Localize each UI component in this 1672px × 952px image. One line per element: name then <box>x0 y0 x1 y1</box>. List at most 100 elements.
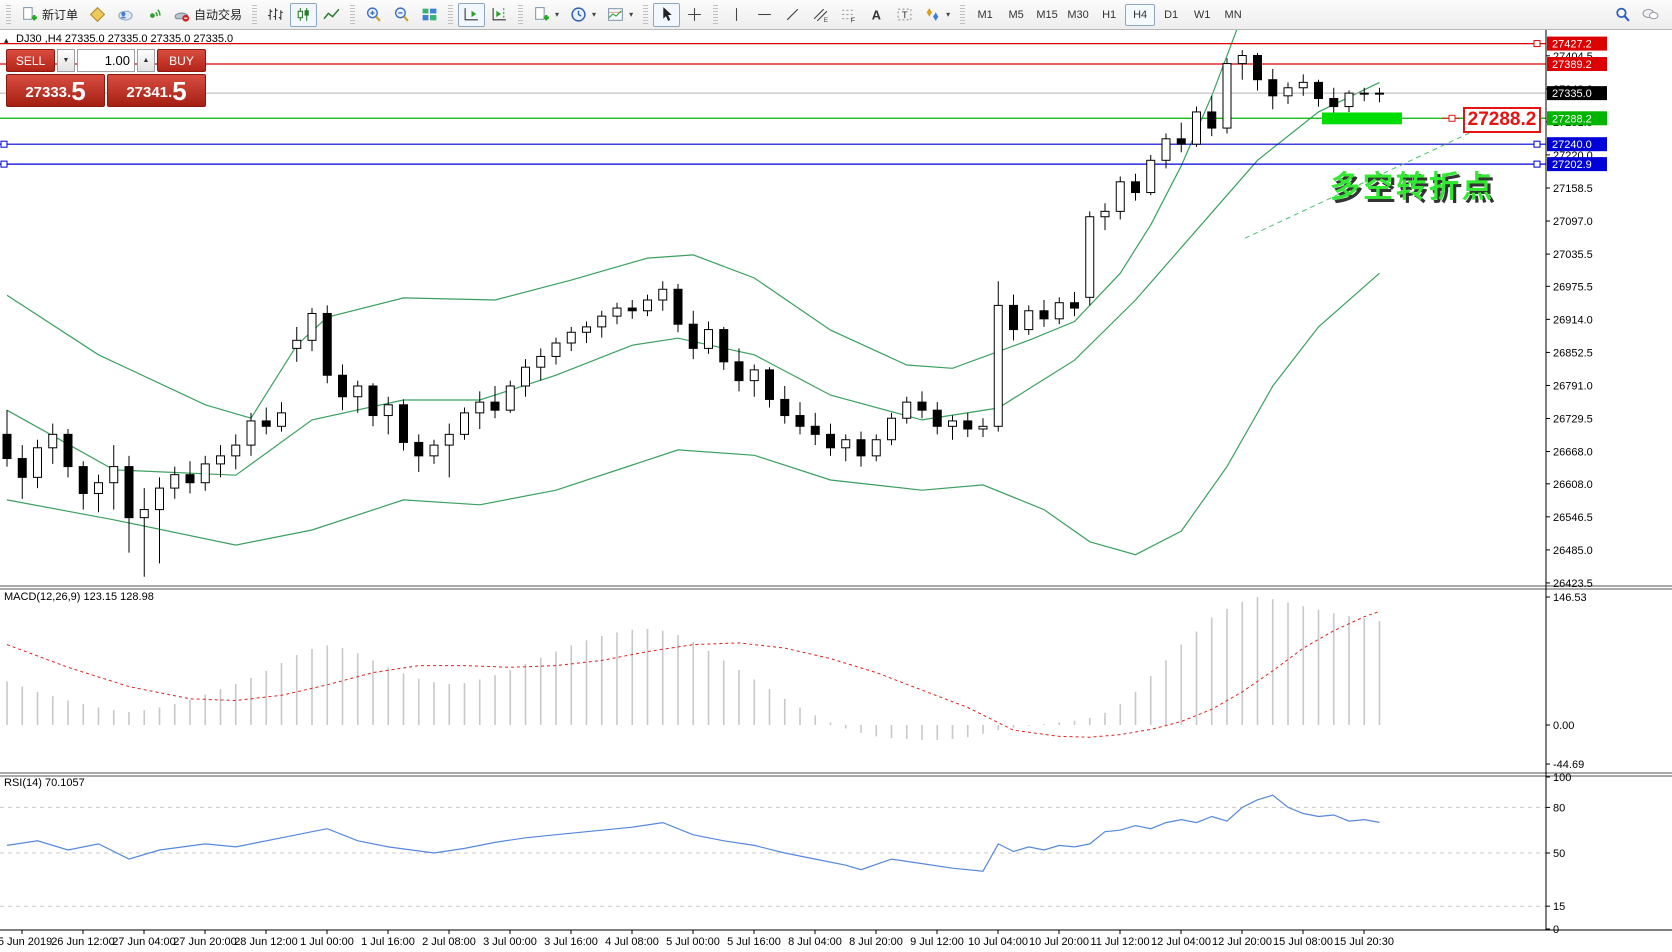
horizontal-line-27240[interactable] <box>0 140 1546 148</box>
timeframe-mn-button[interactable]: MN <box>1218 4 1248 26</box>
cursor-tool-button[interactable] <box>653 2 681 27</box>
rsi-indicator-label: RSI(14) 70.1057 <box>4 777 85 789</box>
timeframe-h4-button[interactable]: H4 <box>1125 3 1156 26</box>
price-scale[interactable]: 27404.527343.027281.527220.027158.527097… <box>0 30 1672 931</box>
price-callout-label[interactable]: 27288.2 <box>1463 107 1541 133</box>
label-tool-button[interactable]: T <box>891 3 918 27</box>
timeframe-h1-button[interactable]: H1 <box>1094 4 1124 26</box>
candlestick <box>63 428 73 478</box>
horizontal-line-27427.2[interactable] <box>0 40 1546 48</box>
volume-input[interactable] <box>77 49 135 72</box>
signals-button[interactable] <box>140 3 167 27</box>
candlestick <box>1100 203 1110 231</box>
search-icon <box>1614 6 1631 23</box>
candlestick <box>993 281 1003 432</box>
timeframe-d1-button[interactable]: D1 <box>1156 4 1186 26</box>
channel-tool-button[interactable]: E <box>807 3 834 27</box>
horizontal-line-27202.9[interactable] <box>0 160 1546 168</box>
svg-text:28 Jun 12:00: 28 Jun 12:00 <box>234 936 298 948</box>
svg-text:26423.5: 26423.5 <box>1553 578 1593 590</box>
templates-button[interactable]: ▾ <box>602 3 638 27</box>
search-button[interactable] <box>1609 3 1636 27</box>
vertical-line-tool-button[interactable] <box>723 3 750 27</box>
callout-anchor-marker[interactable] <box>1448 114 1456 122</box>
candlestick <box>978 418 988 438</box>
toolbar-drag-handle[interactable] <box>448 4 454 25</box>
market-watch-button[interactable] <box>84 3 111 27</box>
text-tool-button[interactable]: A <box>863 3 890 27</box>
candlestick <box>627 300 637 319</box>
turning-point-annotation[interactable]: 多空转折点 <box>1330 171 1495 204</box>
cloud-user-icon <box>117 6 134 23</box>
toolbar-drag-handle[interactable] <box>960 4 966 25</box>
svg-text:9 Jul 12:00: 9 Jul 12:00 <box>910 936 964 948</box>
auto-scroll-button[interactable] <box>458 2 486 27</box>
chart-shift-icon <box>491 6 508 23</box>
volume-increase-button[interactable]: ▲ <box>137 49 155 72</box>
chat-bubbles-icon <box>1642 6 1659 23</box>
buy-price-panel[interactable]: 27341. 5 <box>107 74 206 107</box>
green-zone-rect[interactable] <box>1322 112 1402 125</box>
svg-text:100: 100 <box>1553 772 1571 784</box>
trendline-tool-button[interactable] <box>779 3 806 27</box>
svg-text:1 Jul 16:00: 1 Jul 16:00 <box>361 936 415 948</box>
candlestick <box>216 445 225 478</box>
toolbar-drag-handle[interactable] <box>252 4 258 25</box>
zoom-out-button[interactable] <box>388 3 415 27</box>
new-chart-button[interactable]: ▾ <box>528 3 564 27</box>
chart-title: DJ30 ,H4 27335.0 27335.0 27335.0 27335.0 <box>16 33 234 45</box>
toolbar-drag-handle[interactable] <box>713 4 719 25</box>
fibonacci-tool-button[interactable]: F <box>835 3 862 27</box>
new-chart-icon <box>533 6 550 23</box>
toolbar-drag-handle[interactable] <box>350 4 356 25</box>
svg-text:26485.0: 26485.0 <box>1553 545 1593 557</box>
horizontal-line-objects[interactable] <box>0 40 1546 239</box>
tile-windows-button[interactable] <box>416 3 443 27</box>
svg-text:27240.0: 27240.0 <box>1552 139 1592 151</box>
volume-decrease-button[interactable]: ▼ <box>57 49 75 72</box>
one-click-collapse-icon[interactable]: ▴ <box>4 35 9 45</box>
svg-text:E: E <box>824 17 828 23</box>
chart-shift-button[interactable] <box>486 3 513 27</box>
toolbar-drag-handle[interactable] <box>518 4 524 25</box>
svg-text:12 Jul 20:00: 12 Jul 20:00 <box>1212 936 1272 948</box>
toolbar-drag-handle[interactable] <box>643 4 649 25</box>
candlestick <box>917 391 927 419</box>
line-chart-mode-button[interactable] <box>318 3 345 27</box>
auto-trading-button[interactable]: 自动交易 <box>168 3 247 27</box>
candlestick <box>673 283 683 333</box>
toolbar-drag-handle[interactable] <box>6 4 11 25</box>
chevron-down-icon: ▾ <box>629 10 634 19</box>
price-label-27389.2: 27389.2 <box>1547 57 1607 72</box>
dashed-trendline[interactable] <box>1244 127 1481 239</box>
sell-button[interactable]: SELL <box>6 49 55 72</box>
candlestick <box>307 308 317 352</box>
buy-button[interactable]: BUY <box>157 49 206 72</box>
timeframe-m15-button[interactable]: M15 <box>1032 4 1062 26</box>
zoom-in-button[interactable] <box>360 3 387 27</box>
timeframe-m1-button[interactable]: M1 <box>970 4 1000 26</box>
candlestick <box>841 434 851 462</box>
crosshair-tool-button[interactable] <box>681 3 708 27</box>
candlestick <box>719 326 729 370</box>
timeframe-m5-button[interactable]: M5 <box>1001 4 1031 26</box>
svg-text:10 Jul 04:00: 10 Jul 04:00 <box>968 936 1028 948</box>
new-order-button[interactable]: 新订单 <box>16 3 83 27</box>
candlestick-mode-button[interactable] <box>290 2 318 27</box>
community-button[interactable] <box>112 3 139 27</box>
candlestick <box>1207 95 1217 137</box>
horizontal-line-tool-button[interactable] <box>751 3 778 27</box>
bollinger-lower-band <box>6 272 1380 556</box>
timeframe-m30-button[interactable]: M30 <box>1063 4 1093 26</box>
candlestick <box>643 294 652 317</box>
sell-price-panel[interactable]: 27333. 5 <box>6 74 105 107</box>
bar-chart-mode-button[interactable] <box>262 3 289 27</box>
chat-button[interactable] <box>1637 3 1664 27</box>
rsi-pane <box>0 794 1546 907</box>
pane-separators[interactable] <box>0 585 1672 777</box>
timeframe-w1-button[interactable]: W1 <box>1187 4 1217 26</box>
arrows-tool-button[interactable]: ▾ <box>919 3 955 27</box>
profiles-button[interactable]: ▾ <box>565 3 601 27</box>
